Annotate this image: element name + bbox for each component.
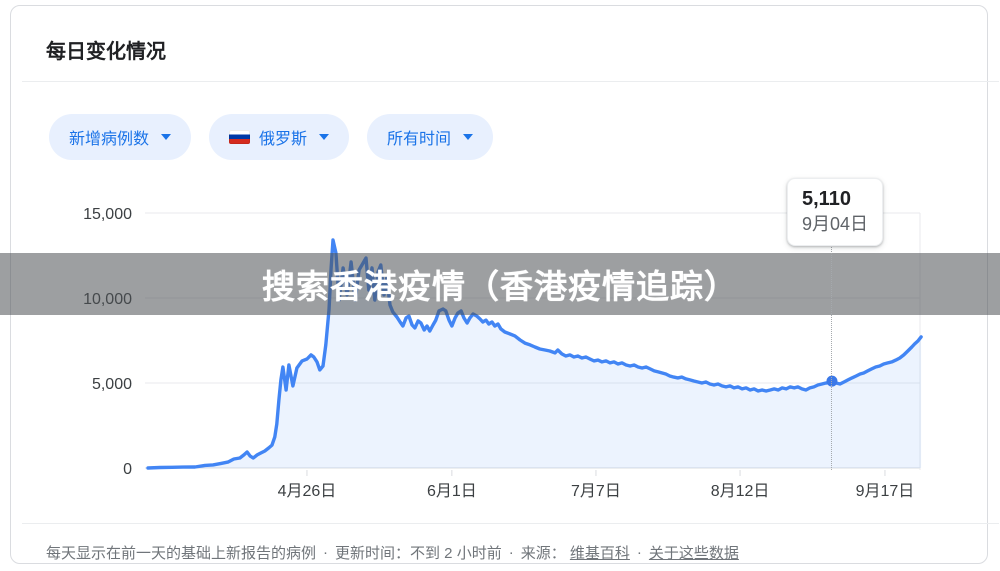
footnote-description: 每天显示在前一天的基础上新报告的病例 bbox=[46, 545, 317, 562]
page-title: 每日变化情况 bbox=[46, 41, 166, 63]
footnote-updated: 更新时间：不到 2 小时前 bbox=[335, 545, 502, 562]
filter-chips: 新增病例数 俄罗斯 所有时间 bbox=[49, 114, 494, 160]
watermark-text: 搜索香港疫情（香港疫情追踪） bbox=[262, 268, 738, 305]
about-data-link[interactable]: 关于这些数据 bbox=[648, 545, 739, 562]
time-filter-chip[interactable]: 所有时间 bbox=[367, 114, 494, 160]
metric-filter-label: 新增病例数 bbox=[69, 131, 150, 148]
watermark-band: 搜索香港疫情（香港疫情追踪） bbox=[0, 253, 1000, 315]
title-divider bbox=[22, 81, 999, 82]
tooltip-date: 9月04日 bbox=[802, 214, 869, 234]
footnote-separator: · bbox=[636, 544, 642, 561]
chart-tooltip: 5,110 9月04日 bbox=[787, 178, 884, 246]
source-wikipedia-link[interactable]: 维基百科 bbox=[569, 545, 630, 562]
metric-filter-chip[interactable]: 新增病例数 bbox=[49, 114, 192, 160]
chevron-down-icon bbox=[161, 134, 172, 140]
hover-guide-line bbox=[831, 243, 833, 470]
russia-flag-icon bbox=[229, 130, 251, 144]
chevron-down-icon bbox=[463, 134, 474, 140]
region-filter-label: 俄罗斯 bbox=[259, 131, 308, 148]
chart-footnote: 每天显示在前一天的基础上新报告的病例 · 更新时间：不到 2 小时前 · 来源：… bbox=[46, 542, 739, 563]
region-filter-chip[interactable]: 俄罗斯 bbox=[209, 114, 350, 160]
footnote-source-label: 来源： bbox=[520, 545, 566, 562]
footnote-separator: · bbox=[323, 544, 329, 561]
chevron-down-icon bbox=[319, 134, 330, 140]
tooltip-value: 5,110 bbox=[802, 188, 851, 210]
footer-divider bbox=[22, 523, 999, 524]
footnote-separator: · bbox=[508, 544, 514, 561]
time-filter-label: 所有时间 bbox=[387, 131, 452, 148]
